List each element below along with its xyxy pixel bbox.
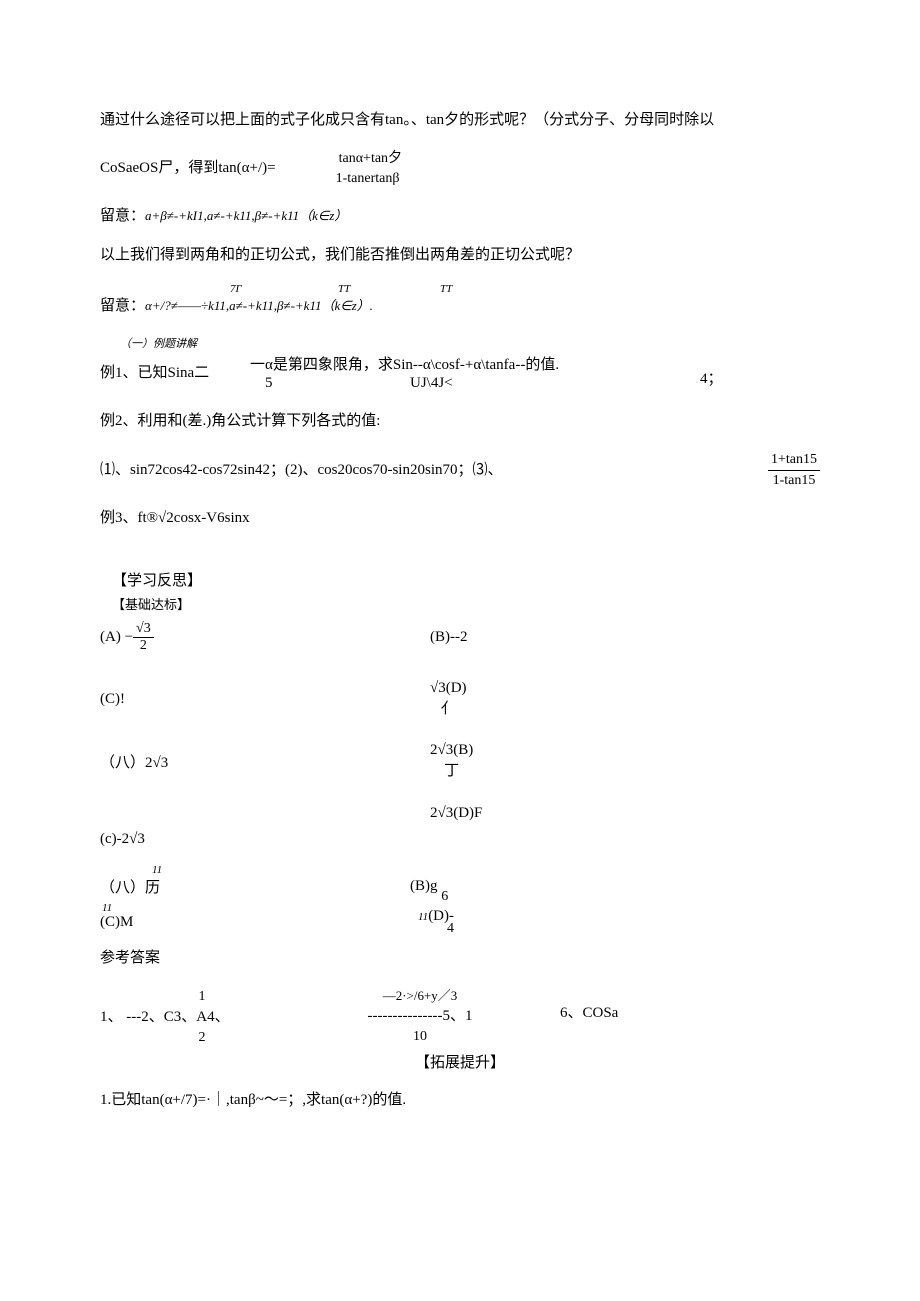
options-block: (A) − √3 2 (B)--2 (C)! √3(D) 亻 （八）2√3 2√… xyxy=(100,617,820,948)
opt8hist-top: 11 xyxy=(152,864,162,876)
opt-c23: (c)-2√3 xyxy=(100,829,820,850)
tan-den: 1-tanertanβ xyxy=(336,169,400,189)
ex1-top: 一α是第四象限角，求Sin--α\cosf-+α\tanfa--的值. xyxy=(250,355,559,376)
note1-body: a+β≠-+kI1,a≠-+k11,β≠-+k11（k∈z） xyxy=(145,208,347,223)
ans-c1-bot: 2 xyxy=(100,1028,290,1048)
paragraph-1: 通过什么途径可以把上面的式子化成只含有tan。、tan夕的形式呢？（分式分子、分… xyxy=(100,110,820,131)
ex1-botr: UJ\4J< xyxy=(410,373,453,394)
optCM-top: 11 xyxy=(102,902,133,914)
example-2: 例2、利用和(差.)角公式计算下列各式的值: xyxy=(100,411,820,432)
example-2-list: ⑴、sin72cos42-cos72sin42；(2)、cos20cos70-s… xyxy=(100,450,820,490)
opt-a-pre: (A) − xyxy=(100,629,133,646)
opt-8a: （八）2√3 xyxy=(100,751,430,772)
ans-c2-mid: ---------------5、1 xyxy=(325,1006,515,1027)
opt-8b-top: 2√3(B) xyxy=(430,742,473,759)
opt-a: (A) − √3 2 xyxy=(100,621,430,654)
basic-heading: 【基础达标】 xyxy=(112,594,820,613)
opt-8b-bot: 丁 xyxy=(430,759,473,780)
answers-row: 1 1、 ---2、C3、A4、 2 —2·>/6+y／3 ----------… xyxy=(100,987,820,1033)
ans-c2-top: —2·>/6+y／3 xyxy=(325,987,515,1005)
note-2: 7Γ TT TT 留意：α+/?≠——÷k11,a≠-+k11,β≠-+k11（… xyxy=(100,284,820,317)
cos-left: CoSaeOS尸，得到tan(α+/)= xyxy=(100,158,276,179)
reflection-heading: 【学习反思】 xyxy=(112,569,820,590)
optBg-btop: 11 xyxy=(418,911,428,923)
opt-df: 2√3(D)F xyxy=(430,805,482,822)
ex2-num: 1+tan15 xyxy=(768,450,820,471)
opt-c: (C)! xyxy=(100,691,430,708)
note2-body: α+/?≠——÷k11,a≠-+k11,β≠-+k11（k∈z）. xyxy=(145,298,373,313)
answers-label: 参考答案 xyxy=(100,948,820,969)
opt-d: √3(D) 亻 xyxy=(430,680,467,718)
ans-c1: 1、 ---2、C3、A4、 xyxy=(100,1007,290,1028)
opt-row-c: (C)! √3(D) 亻 xyxy=(100,679,820,719)
opt-a-frac: √3 2 xyxy=(133,621,154,654)
ans-c1-top: 1 xyxy=(100,987,290,1007)
opt-row-df: 2√3(D)F xyxy=(100,803,820,823)
example-3: 例3、ft®√2cosx-V6sinx xyxy=(100,508,820,529)
opt-d-bot: 亻 xyxy=(430,697,467,718)
note2-label: 留意： xyxy=(100,298,145,314)
optCM: (C)M xyxy=(100,914,133,931)
tan-fraction: tanα+tan夕 1-tanertanβ xyxy=(336,149,405,188)
paragraph-2: 以上我们得到两角和的正切公式，我们能否推倒出两角差的正切公式呢？ xyxy=(100,245,820,266)
opt-group-bg: 11 （八）历 11 (C)M (B)g 6 11(D)- 4 xyxy=(100,864,820,948)
example-1: 例1、已知Sina二 一α是第四象限角，求Sin--α\cosf-+α\tanf… xyxy=(100,355,820,393)
opt-a-num: √3 xyxy=(133,621,154,638)
opt-row-a: (A) − √3 2 (B)--2 xyxy=(100,617,820,657)
ans-c3: 6、COSa xyxy=(560,1003,618,1024)
optBg-t-sub: 6 xyxy=(441,889,448,904)
ex2-fraction: 1+tan15 1-tan15 xyxy=(768,450,820,490)
note-1: 留意：a+β≠-+kI1,a≠-+k11,β≠-+k11（k∈z） xyxy=(100,206,820,227)
ex2-left: ⑴、sin72cos42-cos72sin42；(2)、cos20cos70-s… xyxy=(100,460,502,481)
opt-row-8a: （八）2√3 2√3(B) 丁 xyxy=(100,741,820,781)
opt-d-top: √3(D) xyxy=(430,680,467,697)
optBg-t: (B)g xyxy=(410,878,438,894)
tan-num: tanα+tan夕 xyxy=(336,149,405,169)
expand-heading: 【拓展提升】 xyxy=(100,1051,820,1072)
ex2-den: 1-tan15 xyxy=(770,471,819,491)
section-subhead: （一）例题讲解 xyxy=(120,335,820,351)
cos-derivation: CoSaeOS尸，得到tan(α+/)= tanα+tan夕 1-tanerta… xyxy=(100,149,820,188)
ex1-right: 4； xyxy=(700,369,723,390)
question-1: 1.已知tan(α+/7)=·｜,tanβ~〜=；,求tan(α+?)的值. xyxy=(100,1090,820,1111)
opt-8b: 2√3(B) 丁 xyxy=(430,742,473,780)
note2-7g: 7Γ xyxy=(230,282,242,297)
note2-tt2: TT xyxy=(440,282,452,297)
note1-label: 留意： xyxy=(100,208,145,224)
opt8hist: （八）历 xyxy=(100,876,162,897)
ex1-prefix: 例1、已知Sina二 xyxy=(100,363,209,384)
ans-c2-bot: 10 xyxy=(325,1027,515,1047)
opt-a-den: 2 xyxy=(137,638,150,654)
opt-b: (B)--2 xyxy=(430,629,468,646)
note2-tt1: TT xyxy=(338,282,350,297)
ex1-botl: 5 xyxy=(265,373,273,394)
